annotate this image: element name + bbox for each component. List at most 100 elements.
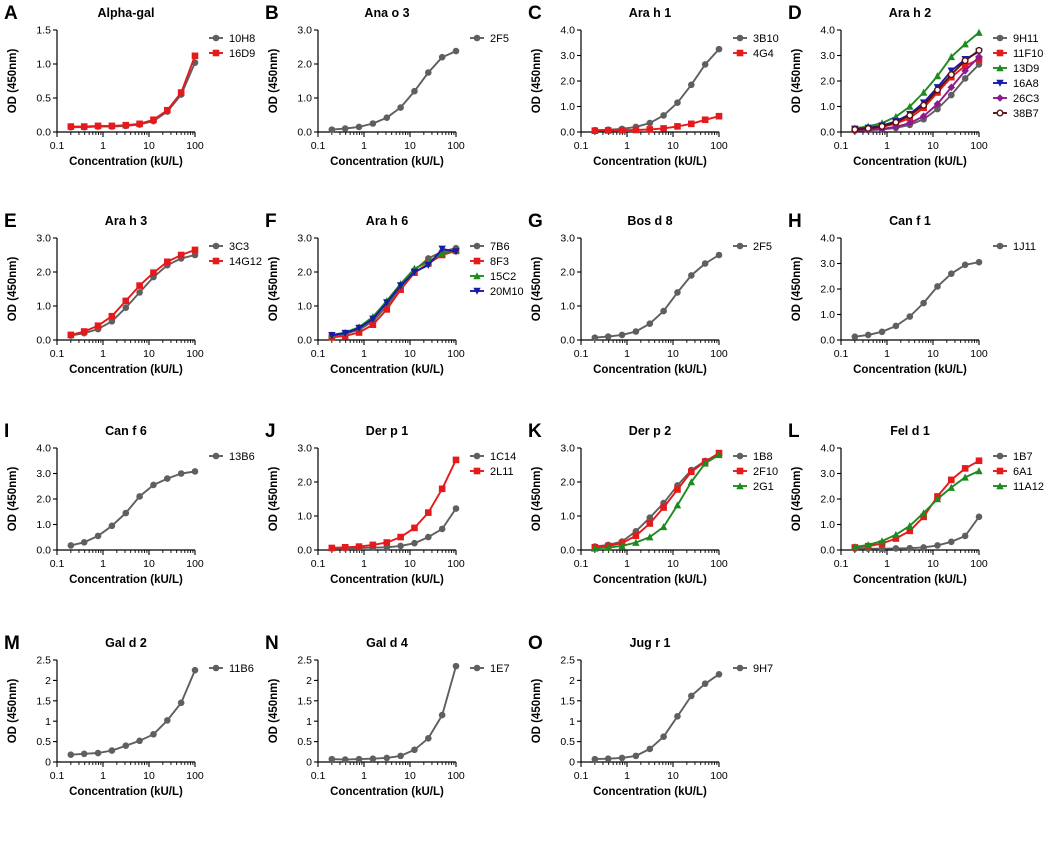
- x-tick-label: 10: [143, 558, 155, 570]
- data-point: [94, 322, 102, 330]
- x-tick-label: 100: [447, 558, 465, 570]
- chart-h: H Can f 1 0.0 1.0 2.0 3.0 4.0 0.1 1 10 100Concentr…: [788, 211, 1036, 376]
- legend-marker: [212, 664, 220, 672]
- legend-entry: 15C2: [470, 271, 516, 283]
- panel-b: B Ana o 3 0.0 1.0 2.0 3.0 0.1 1 10 100 Concentrati…: [263, 0, 531, 212]
- x-tick-label: 1: [361, 770, 367, 782]
- data-point: [948, 91, 955, 99]
- data-point: [975, 457, 983, 465]
- legend-entry: 9H11: [993, 33, 1038, 45]
- legend-label: 15C2: [490, 271, 516, 283]
- chart-title: Jug r 1: [630, 636, 671, 650]
- data-point: [94, 532, 102, 540]
- data-point: [878, 537, 886, 545]
- series-line: [70, 62, 196, 129]
- x-tick-label: 1: [100, 140, 106, 152]
- data-point: [80, 539, 88, 546]
- data-point: [369, 541, 377, 549]
- data-point: [920, 299, 927, 307]
- x-tick-label: 100: [970, 348, 988, 360]
- legend-entry: 11B6: [209, 663, 254, 675]
- series-16d9: [67, 52, 199, 130]
- data-point: [108, 122, 116, 130]
- series-line: [70, 470, 196, 547]
- data-point: [411, 539, 418, 547]
- y-tick-label: 0.0: [560, 335, 575, 347]
- data-point: [191, 666, 199, 674]
- chart-title: Ara h 6: [366, 214, 408, 228]
- panel-a: A Alpha-gal 0.0 0.5 1.0 1.5 0.1 1 10 100 Concentra…: [2, 0, 270, 212]
- legend-label: 11B6: [229, 663, 254, 675]
- y-axis-label: OD (450nm): [791, 49, 803, 114]
- legend-entry: 16A8: [993, 78, 1039, 90]
- legend-entry: 38B7: [993, 108, 1039, 120]
- chart-g: G Bos d 8 0.0 1.0 2.0 3.0 0.1 1 10 100Concentrati…: [528, 211, 772, 376]
- data-point: [136, 282, 143, 289]
- data-point: [438, 245, 446, 253]
- data-point: [660, 125, 667, 132]
- data-point: [150, 481, 157, 489]
- data-point: [67, 542, 75, 549]
- y-tick-label: 4.0: [820, 25, 835, 37]
- y-tick-label: 0.0: [36, 335, 51, 347]
- axis-lines: [56, 238, 195, 341]
- y-tick-label: 4.0: [560, 25, 575, 37]
- series-9h7: [591, 670, 723, 763]
- data-point: [906, 527, 914, 535]
- y-tick-label: 0.0: [560, 127, 575, 139]
- data-point: [355, 123, 363, 131]
- chart-n: N Gal d 4 0 0.5 1 1.5 2 2.5 0.1 1 10 100Concentrati…: [265, 633, 510, 798]
- data-point: [632, 752, 640, 760]
- data-point: [688, 468, 695, 476]
- x-tick-label: 0.1: [311, 140, 326, 152]
- x-tick-label: 10: [404, 558, 416, 570]
- y-axis-label: OD (450nm): [268, 49, 280, 114]
- data-point: [632, 328, 640, 335]
- legend-label: 13D9: [1013, 63, 1039, 75]
- series-line: [854, 31, 980, 130]
- data-point: [328, 331, 336, 340]
- data-point: [177, 89, 185, 96]
- data-point: [618, 126, 626, 134]
- legend-entry: 4G4: [733, 48, 774, 60]
- y-tick-label: 0.0: [297, 335, 312, 347]
- chart-title: Can f 1: [889, 214, 931, 228]
- panel-n: N Gal d 4 0 0.5 1 1.5 2 2.5 0.1 1 10 100 Concentrati…: [263, 630, 531, 842]
- data-point: [933, 495, 942, 503]
- series-3c3: [67, 251, 199, 339]
- y-tick-label: 2: [569, 675, 575, 687]
- series-line: [70, 254, 196, 337]
- series-line: [854, 470, 980, 548]
- data-point: [341, 543, 349, 551]
- legend-marker: [736, 452, 744, 460]
- data-point: [67, 123, 75, 130]
- legend-label: 1J11: [1013, 241, 1036, 253]
- data-point: [701, 680, 709, 687]
- legend-marker: [996, 64, 1004, 72]
- legend-entry: 9H7: [733, 663, 773, 675]
- chart-title: Can f 6: [105, 424, 147, 438]
- legend-marker: [736, 664, 744, 672]
- series-line: [331, 507, 457, 550]
- x-tick-label: 0.1: [50, 140, 65, 152]
- data-point: [94, 122, 102, 130]
- data-point: [410, 268, 419, 276]
- chart-a: A Alpha-gal 0.0 0.5 1.0 1.5 0.1 1 10 100Concentra…: [4, 3, 255, 168]
- x-tick-label: 10: [143, 770, 155, 782]
- panel-c: C Ara h 1 0.0 1.0 2.0 3.0 4.0 0.1 1 10 100 Concentr…: [526, 0, 794, 212]
- x-tick-label: 100: [710, 348, 728, 360]
- y-tick-label: 0.0: [820, 127, 835, 139]
- data-point: [80, 123, 88, 130]
- legend-marker: [736, 482, 744, 490]
- data-point: [604, 755, 612, 763]
- legend-entry: 2G1: [733, 481, 774, 493]
- x-tick-label: 10: [667, 558, 679, 570]
- data-point: [341, 125, 349, 132]
- data-point: [947, 52, 956, 61]
- data-point: [851, 543, 859, 551]
- y-axis-label: OD (450nm): [268, 467, 280, 532]
- data-point: [122, 297, 130, 305]
- panel-letter: C: [528, 3, 542, 24]
- data-point: [150, 730, 157, 738]
- data-point: [674, 123, 681, 130]
